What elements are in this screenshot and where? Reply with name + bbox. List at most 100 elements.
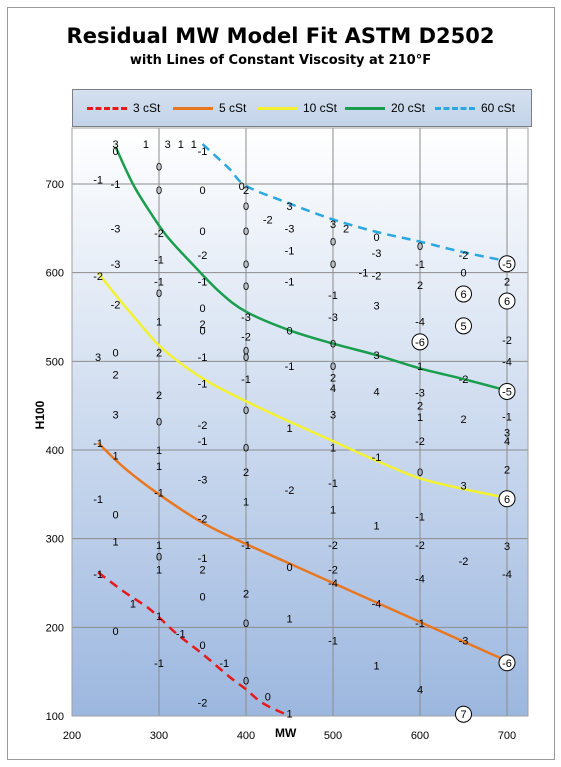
residual-label: 0 bbox=[243, 676, 249, 688]
residual-label: -4 bbox=[328, 578, 338, 590]
residual-label: -2 bbox=[198, 698, 208, 710]
residual-label: 1 bbox=[417, 412, 423, 424]
residual-label: 3 bbox=[373, 300, 379, 312]
residual-label: -1 bbox=[198, 379, 208, 391]
residual-label: 3 bbox=[504, 427, 510, 439]
residual-label: -1 bbox=[241, 540, 251, 552]
residual-circle bbox=[455, 317, 472, 335]
residual-label: 3 bbox=[112, 139, 118, 151]
residual-label: 0 bbox=[156, 288, 162, 300]
y-tick-label: 500 bbox=[46, 356, 64, 368]
residual-label: -1 bbox=[111, 179, 121, 191]
legend-label-10cst: 10 cSt bbox=[303, 101, 338, 115]
x-tick-label: 600 bbox=[411, 730, 429, 742]
residual-label: 0 bbox=[199, 303, 205, 315]
residual-label: -1 bbox=[93, 175, 103, 187]
residual-label: 2 bbox=[417, 401, 423, 413]
residual-label: -2 bbox=[459, 374, 469, 386]
residual-label: -1 bbox=[415, 618, 425, 630]
residual-label: -1 bbox=[415, 259, 425, 271]
residual-label: 1 bbox=[143, 139, 149, 151]
residual-label: -3 bbox=[328, 312, 338, 324]
residual-label: 2 bbox=[243, 467, 249, 479]
residual-circle bbox=[498, 654, 516, 672]
legend-label-5cst: 5 cSt bbox=[219, 101, 247, 115]
residual-label: 0 bbox=[156, 551, 162, 563]
residual-label: 2 bbox=[343, 223, 349, 235]
y-tick-label: 600 bbox=[46, 268, 64, 280]
residual-label: -1 bbox=[241, 374, 251, 386]
residual-label: -1 bbox=[198, 146, 208, 158]
residual-label: -3 bbox=[241, 312, 251, 324]
residual-label: -2 bbox=[459, 556, 469, 568]
residual-label: -1 bbox=[93, 569, 103, 581]
residual-label: -2 bbox=[198, 250, 208, 262]
x-tick-label: 300 bbox=[150, 730, 168, 742]
residual-label: -1 bbox=[93, 438, 103, 450]
residual-label: 3 bbox=[460, 480, 466, 492]
residual-label: -1 bbox=[415, 512, 425, 524]
residual-label: 3 bbox=[286, 201, 292, 213]
residual-label: 2 bbox=[417, 280, 423, 292]
residual-label: -2 bbox=[415, 436, 425, 448]
residual-label: 7 bbox=[460, 709, 466, 721]
residual-label: 1 bbox=[243, 496, 249, 508]
residual-label: -5 bbox=[502, 259, 512, 271]
residual-label: 1 bbox=[191, 139, 197, 151]
x-tick-label: 700 bbox=[498, 730, 516, 742]
residual-label: 1 bbox=[156, 445, 162, 457]
residual-label: -1 bbox=[372, 452, 382, 464]
residual-label: 0 bbox=[112, 146, 118, 158]
residual-label: 3 bbox=[165, 139, 171, 151]
x-tick-label: 500 bbox=[324, 730, 342, 742]
residual-label: -2 bbox=[198, 420, 208, 432]
residual-label: 1 bbox=[286, 423, 292, 435]
residual-label: 1 bbox=[286, 708, 292, 720]
residual-label: 0 bbox=[243, 259, 249, 271]
residual-label: 2 bbox=[112, 370, 118, 382]
legend-swatch-5cst bbox=[173, 107, 213, 110]
residual-label: -3 bbox=[372, 248, 382, 260]
residual-label: -2 bbox=[93, 271, 103, 283]
y-tick-label: 300 bbox=[46, 534, 64, 546]
residual-label: 2 bbox=[156, 347, 162, 359]
residual-label: -4 bbox=[415, 316, 425, 328]
residual-label: 1 bbox=[156, 611, 162, 623]
residual-circle bbox=[455, 705, 472, 723]
residual-label: -1 bbox=[285, 246, 295, 258]
residual-label: 0 bbox=[417, 241, 423, 253]
residual-label: -5 bbox=[502, 386, 512, 398]
residual-label: 6 bbox=[504, 494, 510, 506]
y-tick-label: 100 bbox=[46, 711, 64, 723]
residual-label: 1 bbox=[112, 536, 118, 548]
residual-label: 4 bbox=[373, 386, 379, 398]
residual-label: 0 bbox=[243, 352, 249, 364]
residual-label: -1 bbox=[359, 268, 369, 280]
residual-label: 0 bbox=[286, 562, 292, 574]
plot-border bbox=[71, 127, 529, 717]
residual-label: 0 bbox=[330, 259, 336, 271]
residual-label: -3 bbox=[111, 259, 121, 271]
residual-label: -1 bbox=[154, 277, 164, 289]
residual-label: -4 bbox=[502, 356, 512, 368]
series-line-10cst bbox=[97, 271, 508, 500]
residual-label: -1 bbox=[285, 361, 295, 373]
legend-swatch-60cst bbox=[435, 107, 475, 110]
x-axis-label: MW bbox=[275, 726, 297, 740]
residual-label: 2 bbox=[199, 565, 205, 577]
residual-label: -1 bbox=[198, 553, 208, 565]
residual-label: -6 bbox=[502, 658, 512, 670]
residual-label: 3 bbox=[330, 219, 336, 231]
residual-label: 0 bbox=[112, 626, 118, 638]
series-line-5cst bbox=[97, 442, 508, 663]
residual-label: 4 bbox=[330, 383, 336, 395]
residual-label: 0 bbox=[243, 281, 249, 293]
residual-circle bbox=[498, 382, 516, 400]
residual-circle bbox=[411, 333, 429, 351]
residual-label: 1 bbox=[178, 139, 184, 151]
residual-label: -6 bbox=[415, 337, 425, 349]
residual-label: -2 bbox=[502, 335, 512, 347]
residual-label: 1 bbox=[373, 520, 379, 532]
residual-label: 0 bbox=[243, 226, 249, 238]
chart-subtitle: with Lines of Constant Viscosity at 210°… bbox=[129, 53, 432, 68]
